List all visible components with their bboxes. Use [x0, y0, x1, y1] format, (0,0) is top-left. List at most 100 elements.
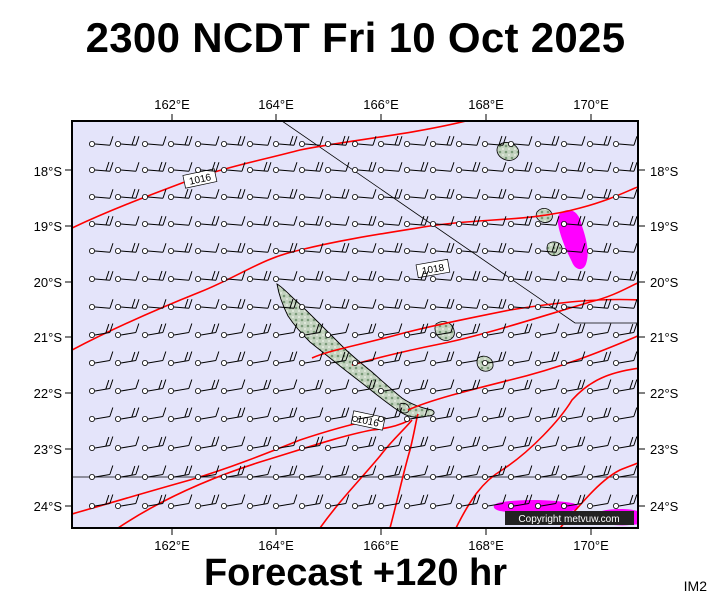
station-circle-icon	[481, 275, 488, 282]
longitude-label-bottom: 166°E	[363, 538, 399, 553]
station-circle-icon	[272, 444, 279, 451]
wind-barb-icon	[561, 136, 586, 147]
wind-barb-icon	[455, 379, 481, 394]
wind-barb-icon	[324, 436, 350, 451]
station-circle-icon	[613, 140, 620, 147]
station-circle-icon	[455, 502, 462, 509]
wind-barb-icon	[403, 494, 429, 509]
station-circle-icon	[141, 331, 148, 338]
wind-barb-icon	[351, 215, 377, 227]
wind-barb-icon	[246, 215, 272, 227]
station-circle-icon	[167, 220, 174, 227]
station-circle-icon	[89, 140, 96, 147]
station-circle-icon	[141, 415, 148, 422]
wind-barb-icon	[324, 188, 350, 200]
station-circle-icon	[141, 444, 148, 451]
station-circle-icon	[613, 473, 620, 480]
wind-barb-icon	[351, 161, 377, 173]
station-circle-icon	[507, 220, 514, 227]
station-circle-icon	[194, 247, 201, 254]
wind-barb-icon	[246, 407, 272, 422]
wind-barb-icon	[455, 494, 481, 509]
wind-barb-icon	[141, 243, 167, 254]
station-circle-icon	[272, 303, 279, 310]
wind-barb-icon	[89, 136, 114, 147]
wind-barb-icon	[115, 407, 140, 422]
wind-barb-icon	[351, 436, 377, 451]
wind-barb-icon	[455, 215, 481, 227]
wind-barb-icon	[507, 270, 533, 282]
station-circle-icon	[324, 247, 331, 254]
wind-barb-icon	[246, 136, 272, 147]
station-circle-icon	[403, 359, 410, 366]
station-circle-icon	[587, 502, 594, 509]
wind-barb-icon	[535, 407, 560, 422]
longitude-label-bottom: 168°E	[468, 538, 504, 553]
wind-barb-icon	[561, 161, 586, 173]
station-circle-icon	[141, 303, 148, 310]
wind-barb-icon	[115, 298, 140, 310]
maritime-boundary-line	[281, 121, 638, 324]
wind-barb-icon	[194, 270, 220, 282]
station-circle-icon	[377, 193, 384, 200]
latitude-label-right: 23°S	[650, 442, 679, 457]
station-circle-icon	[561, 444, 568, 451]
station-circle-icon	[89, 275, 96, 282]
station-circle-icon	[377, 247, 384, 254]
wind-barb-icon	[403, 436, 429, 451]
wind-barb-icon	[89, 351, 114, 366]
station-circle-icon	[324, 473, 331, 480]
station-circle-icon	[377, 303, 384, 310]
wind-barb-icon	[561, 189, 586, 200]
station-circle-icon	[351, 220, 358, 227]
wind-barb-icon	[115, 242, 140, 254]
station-circle-icon	[324, 359, 331, 366]
isobar-line	[455, 367, 638, 528]
station-circle-icon	[194, 473, 201, 480]
station-circle-icon	[481, 193, 488, 200]
station-circle-icon	[403, 220, 410, 227]
isobar-line	[117, 419, 411, 528]
isobar-line	[72, 185, 638, 351]
station-circle-icon	[377, 473, 384, 480]
station-circle-icon	[167, 444, 174, 451]
station-circle-icon	[351, 415, 358, 422]
wind-barb-field	[89, 135, 638, 509]
wind-barb-icon	[220, 351, 246, 366]
wind-barb-icon	[141, 161, 167, 173]
copyright-badge: Copyright metvuw.com	[505, 511, 634, 525]
station-circle-icon	[298, 275, 305, 282]
isobar-line	[407, 334, 638, 411]
wind-barb-icon	[89, 189, 114, 200]
wind-barb-icon	[324, 135, 350, 147]
wind-barb-icon	[481, 494, 507, 509]
wind-barb-icon	[587, 298, 612, 310]
station-circle-icon	[613, 359, 620, 366]
station-circle-icon	[324, 275, 331, 282]
isobar-line	[319, 419, 413, 528]
station-circle-icon	[481, 247, 488, 254]
station-circle-icon	[351, 473, 358, 480]
wind-barb-icon	[298, 465, 324, 480]
wind-barb-icon	[194, 407, 220, 422]
station-circle-icon	[220, 275, 227, 282]
station-circle-icon	[167, 247, 174, 254]
wind-barb-icon	[298, 351, 324, 366]
station-circle-icon	[455, 166, 462, 173]
station-circle-icon	[324, 166, 331, 173]
station-circle-icon	[220, 359, 227, 366]
wind-barb-icon	[89, 323, 114, 338]
station-circle-icon	[429, 387, 436, 394]
wind-barb-icon	[587, 162, 612, 173]
station-circle-icon	[403, 166, 410, 173]
longitude-label-bottom: 170°E	[573, 538, 609, 553]
wind-barb-icon	[455, 189, 481, 200]
station-circle-icon	[561, 359, 568, 366]
station-circle-icon	[507, 387, 514, 394]
station-circle-icon	[613, 415, 620, 422]
station-circle-icon	[535, 359, 542, 366]
wind-barb-icon	[455, 407, 481, 422]
wind-barb-icon	[115, 379, 140, 394]
wind-barb-icon	[324, 323, 350, 338]
